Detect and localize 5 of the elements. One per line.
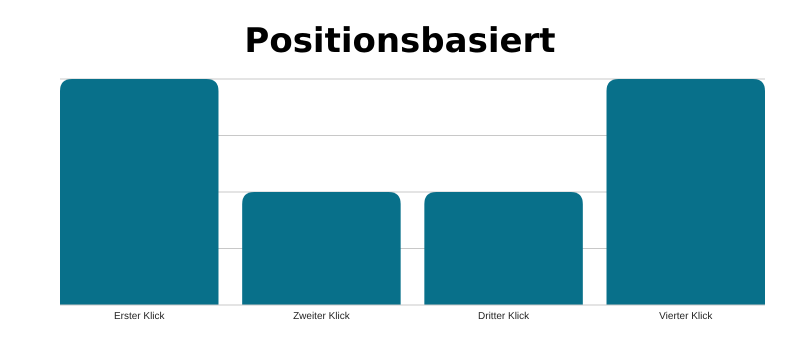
x-tick-label: Zweiter Klick <box>293 311 351 322</box>
x-tick-label: Vierter Klick <box>659 311 714 322</box>
x-tick-label: Dritter Klick <box>478 311 530 322</box>
x-tick-label: Erster Klick <box>114 311 166 322</box>
chart-title: Positionsbasiert <box>244 21 556 61</box>
